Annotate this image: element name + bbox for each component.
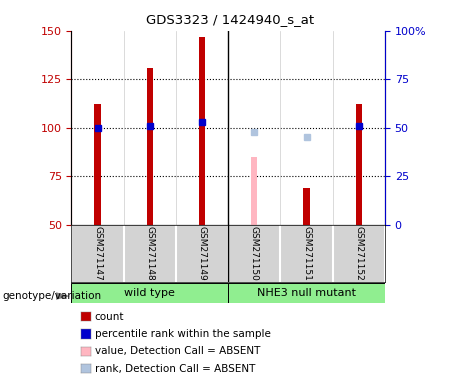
Bar	[199, 36, 205, 225]
Bar	[251, 157, 257, 225]
Text: genotype/variation: genotype/variation	[2, 291, 101, 301]
Text: GSM271149: GSM271149	[198, 227, 207, 281]
Bar	[356, 104, 362, 225]
Text: rank, Detection Call = ABSENT: rank, Detection Call = ABSENT	[95, 364, 255, 374]
Text: GSM271150: GSM271150	[250, 227, 259, 281]
Text: NHE3 null mutant: NHE3 null mutant	[257, 288, 356, 298]
Bar	[71, 283, 228, 303]
Bar	[228, 283, 385, 303]
Text: wild type: wild type	[124, 288, 175, 298]
Text: count: count	[95, 312, 124, 322]
Bar	[95, 104, 100, 225]
Text: GDS3323 / 1424940_s_at: GDS3323 / 1424940_s_at	[147, 13, 314, 26]
Text: value, Detection Call = ABSENT: value, Detection Call = ABSENT	[95, 346, 260, 356]
Polygon shape	[56, 292, 70, 300]
Text: GSM271147: GSM271147	[93, 227, 102, 281]
Text: GSM271152: GSM271152	[355, 227, 363, 281]
Bar	[303, 188, 310, 225]
Text: percentile rank within the sample: percentile rank within the sample	[95, 329, 271, 339]
Text: GSM271151: GSM271151	[302, 227, 311, 281]
Text: GSM271148: GSM271148	[145, 227, 154, 281]
Bar	[147, 68, 153, 225]
